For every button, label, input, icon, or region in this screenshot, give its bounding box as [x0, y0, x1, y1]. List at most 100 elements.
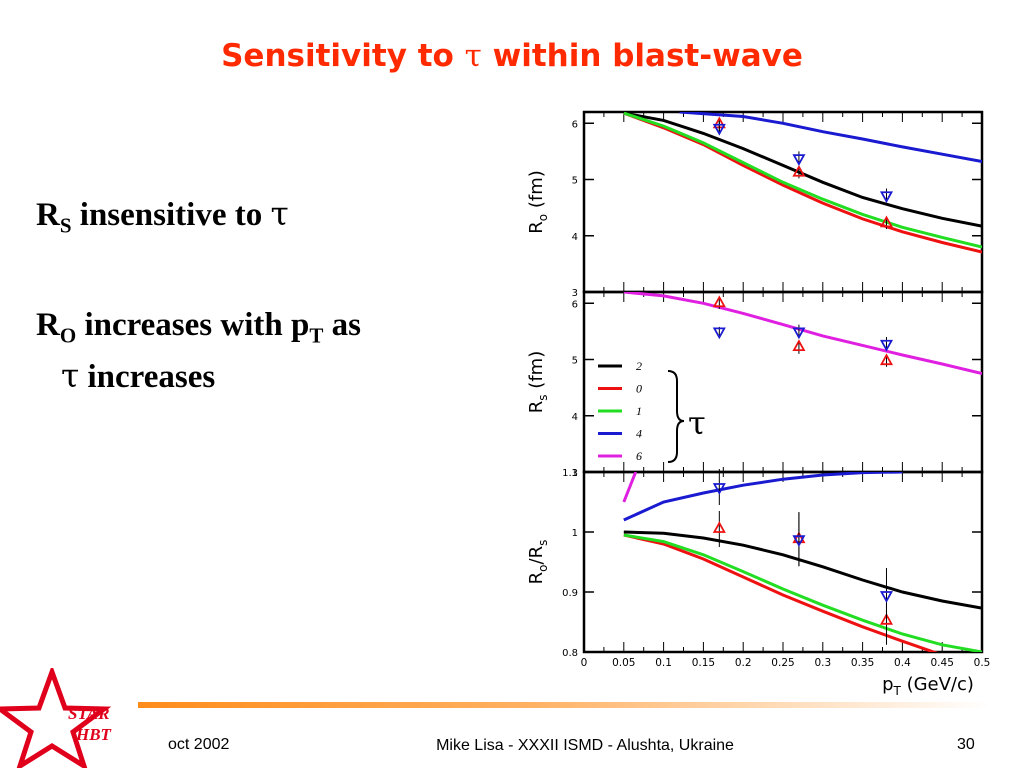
- bullet2-text2: as: [323, 307, 361, 343]
- y-tick-label: 4: [572, 412, 578, 423]
- brace-tau-symbol: τ: [688, 404, 706, 442]
- bullet2-text3: increases: [79, 358, 216, 395]
- series-line-tau-2: [623, 530, 982, 610]
- series-line-tau-6: [622, 472, 638, 503]
- data-point-down-triangle: [792, 535, 806, 548]
- slide-title: Sensitivity to τ within blast-wave: [0, 38, 1024, 74]
- y-tick-label: 3: [572, 468, 578, 479]
- bullet2-r: R: [36, 307, 60, 343]
- bullet2-sub: O: [59, 323, 77, 348]
- y-axis-label-part: /R: [526, 546, 547, 565]
- y-axis-label-subscript: o: [536, 564, 550, 571]
- legend: 2 0 1 4 6: [598, 359, 642, 463]
- data-point-up-triangle: [712, 295, 726, 308]
- series-line-tau-1: [623, 533, 982, 652]
- title-tau-symbol: τ: [464, 38, 482, 74]
- star-hbt-logo: STAR HBT: [0, 668, 112, 768]
- x-axis-label-subscript: T: [893, 684, 902, 696]
- x-axis-label-part: p: [882, 674, 893, 695]
- star-outline-icon: [0, 668, 112, 768]
- y-axis-label-part: (fm): [526, 351, 547, 395]
- series-line-tau-1: [623, 112, 982, 249]
- data-point-up-triangle: [879, 215, 894, 228]
- legend-label: 1: [636, 404, 642, 418]
- y-tick-label: 1.1: [562, 468, 578, 479]
- title-pre: Sensitivity to: [221, 38, 465, 74]
- footer-divider: [138, 702, 990, 708]
- legend-label: 2: [636, 359, 642, 373]
- y-tick-label: 5: [572, 356, 578, 367]
- y-axis-label-subscript: o: [536, 214, 550, 221]
- bullet2-tau-symbol: τ: [61, 355, 80, 395]
- series-line-tau-0: [623, 112, 982, 254]
- series-line-tau-2: [623, 112, 982, 228]
- data-point-down-triangle: [792, 327, 806, 340]
- y-tick-label: 3: [572, 288, 578, 299]
- panel-bottom: 0.8 0.9 1 1.1 Ro/Rs 0 0.05 0.1 0.15 0.2 0.25 0.3 0.3…: [526, 468, 990, 696]
- y-tick-label: 4: [572, 232, 578, 243]
- y-axis-label: Ro/Rs: [526, 540, 550, 585]
- data-point-down-triangle: [712, 483, 726, 495]
- x-tick-label: 0.5: [974, 657, 991, 669]
- y-axis-label-subscript: s: [536, 540, 550, 546]
- series-line-tau-6: [623, 292, 982, 376]
- curves-bottom: [622, 472, 982, 652]
- logo-star-text: STAR: [68, 704, 110, 723]
- y-axis-label: Rs (fm): [526, 351, 550, 413]
- data-point-up-triangle: [792, 339, 806, 352]
- y-axis-label-part: R: [526, 221, 547, 234]
- bullet2-text1: increases with p: [76, 307, 310, 343]
- data-point-down-triangle: [792, 154, 806, 166]
- x-axis-label-part: (GeV/c): [901, 674, 974, 695]
- bullet-ro-increases: RO increases with pT as τ increases: [36, 305, 506, 397]
- logo-hbt-text: HBT: [75, 725, 112, 744]
- x-tick-label: 0.25: [771, 657, 794, 669]
- title-post: within blast-wave: [481, 38, 803, 74]
- data-point-up-triangle: [879, 612, 894, 625]
- curves-middle: [623, 292, 982, 376]
- panel-frame: [582, 470, 984, 654]
- y-axis-label-part: R: [526, 572, 547, 585]
- series-line-tau-0: [623, 533, 939, 652]
- y-tick-label: 6: [572, 299, 578, 310]
- series-line-tau-4: [679, 112, 982, 163]
- x-tick-label: 0.4: [894, 657, 911, 669]
- bullet2-line2: τ increases: [36, 356, 506, 397]
- x-tick-label: 0.1: [655, 657, 672, 669]
- data-point-down-triangle: [712, 327, 726, 340]
- panel-frame: [582, 290, 984, 474]
- legend-brace: [667, 370, 685, 463]
- footer-page-number: 30: [957, 736, 975, 753]
- x-axis-label: pT (GeV/c): [882, 674, 974, 696]
- x-tick-label: 0.15: [692, 657, 715, 669]
- data-point-down-triangle: [712, 123, 726, 136]
- y-tick-label: 5: [572, 176, 578, 187]
- panel-top: 3 4 5 6 Ro (fm): [526, 110, 984, 299]
- x-tick-label: 0.2: [735, 657, 752, 669]
- data-point-up-triangle: [712, 521, 726, 533]
- data-point-up-triangle: [792, 164, 806, 177]
- bullet1-r: R: [36, 197, 60, 233]
- data-point-down-triangle: [879, 191, 894, 204]
- x-tick-label: 0.35: [851, 657, 874, 669]
- legend-label: 0: [636, 382, 642, 396]
- footer-author: Mike Lisa - XXXII ISMD - Alushta, Ukrain…: [436, 737, 734, 754]
- panel-frame: [582, 110, 984, 294]
- bullet2-sub2: T: [309, 323, 324, 348]
- series-line-tau-4: [623, 472, 903, 522]
- bullet1-text: insensitive to: [71, 197, 271, 233]
- x-tick-label: 0.3: [814, 657, 831, 669]
- y-tick-label: 0.8: [562, 648, 578, 659]
- bullet1-tau-symbol: τ: [270, 194, 289, 233]
- y-axis-label: Ro (fm): [526, 170, 550, 234]
- bullet1-sub: S: [59, 213, 72, 238]
- data-point-down-triangle: [879, 339, 894, 352]
- y-axis-label-part: (fm): [526, 170, 547, 214]
- bullet-rs-insensitive: RS insensitive to τ: [36, 194, 289, 246]
- x-tick-label: 0: [581, 657, 588, 669]
- panel-middle: 3 4 5 6 Rs (fm) 2 0 1 4 6: [526, 290, 984, 479]
- y-tick-label: 0.9: [562, 588, 578, 599]
- legend-label: 6: [636, 449, 642, 463]
- y-axis-label-part: R: [526, 401, 547, 414]
